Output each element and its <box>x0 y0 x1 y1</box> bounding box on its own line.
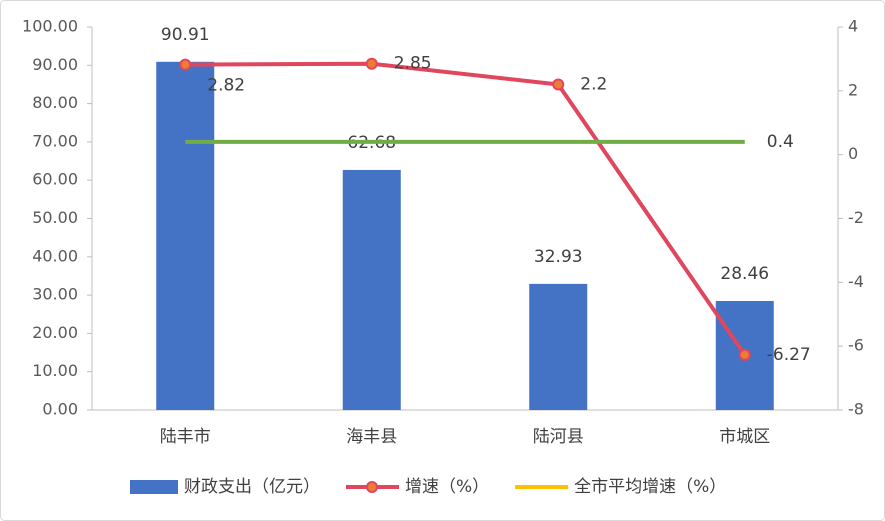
bar-value-label: 32.93 <box>534 247 583 267</box>
line-value-label: 2.82 <box>207 76 245 96</box>
line-marker <box>552 78 565 91</box>
y2-tick-label: 2 <box>848 80 858 99</box>
x-tick-label: 陆河县 <box>533 427 584 447</box>
y-tick-label: 90.00 <box>32 55 78 74</box>
legend-label: 财政支出（亿元） <box>184 477 320 497</box>
line-value-label: 0.4 <box>767 132 794 152</box>
y-tick-label: 10.00 <box>32 361 78 380</box>
legend-label: 全市平均增速（%） <box>574 477 726 497</box>
x-tick-label: 市城区 <box>719 427 770 447</box>
y2-tick-label: 4 <box>848 17 858 36</box>
y2-tick-label: -2 <box>848 208 864 227</box>
line-value-label: 2.2 <box>580 74 607 94</box>
y-tick-label: 70.00 <box>32 131 78 150</box>
bar <box>529 283 588 410</box>
x-tick-label: 陆丰市 <box>160 427 211 447</box>
legend-swatch <box>130 480 178 494</box>
y-tick-label: 60.00 <box>32 170 78 189</box>
line-marker <box>365 57 378 70</box>
bar-value-label: 90.91 <box>161 25 210 45</box>
line-value-label: 2.85 <box>394 54 432 74</box>
y2-tick-label: 0 <box>848 144 858 163</box>
bar <box>342 169 401 410</box>
x-tick-label: 海丰县 <box>346 427 397 447</box>
y2-tick-label: -8 <box>848 400 864 419</box>
y2-tick-label: -4 <box>848 272 864 291</box>
legend-label: 增速（%） <box>405 477 489 497</box>
y-tick-label: 80.00 <box>32 93 78 112</box>
y-tick-label: 50.00 <box>32 208 78 227</box>
y-tick-label: 40.00 <box>32 246 78 265</box>
bar-value-label: 28.46 <box>720 264 769 284</box>
bar <box>156 61 215 411</box>
y-tick-label: 0.00 <box>42 400 78 419</box>
y-tick-label: 30.00 <box>32 285 78 304</box>
line-value-label: -6.27 <box>767 345 811 365</box>
line-marker <box>179 58 192 71</box>
line <box>185 61 747 356</box>
y2-tick-label: -6 <box>848 336 864 355</box>
legend-marker <box>366 481 378 493</box>
y-tick-label: 100.00 <box>22 17 78 36</box>
line-marker <box>738 348 751 361</box>
y-tick-label: 20.00 <box>32 323 78 342</box>
